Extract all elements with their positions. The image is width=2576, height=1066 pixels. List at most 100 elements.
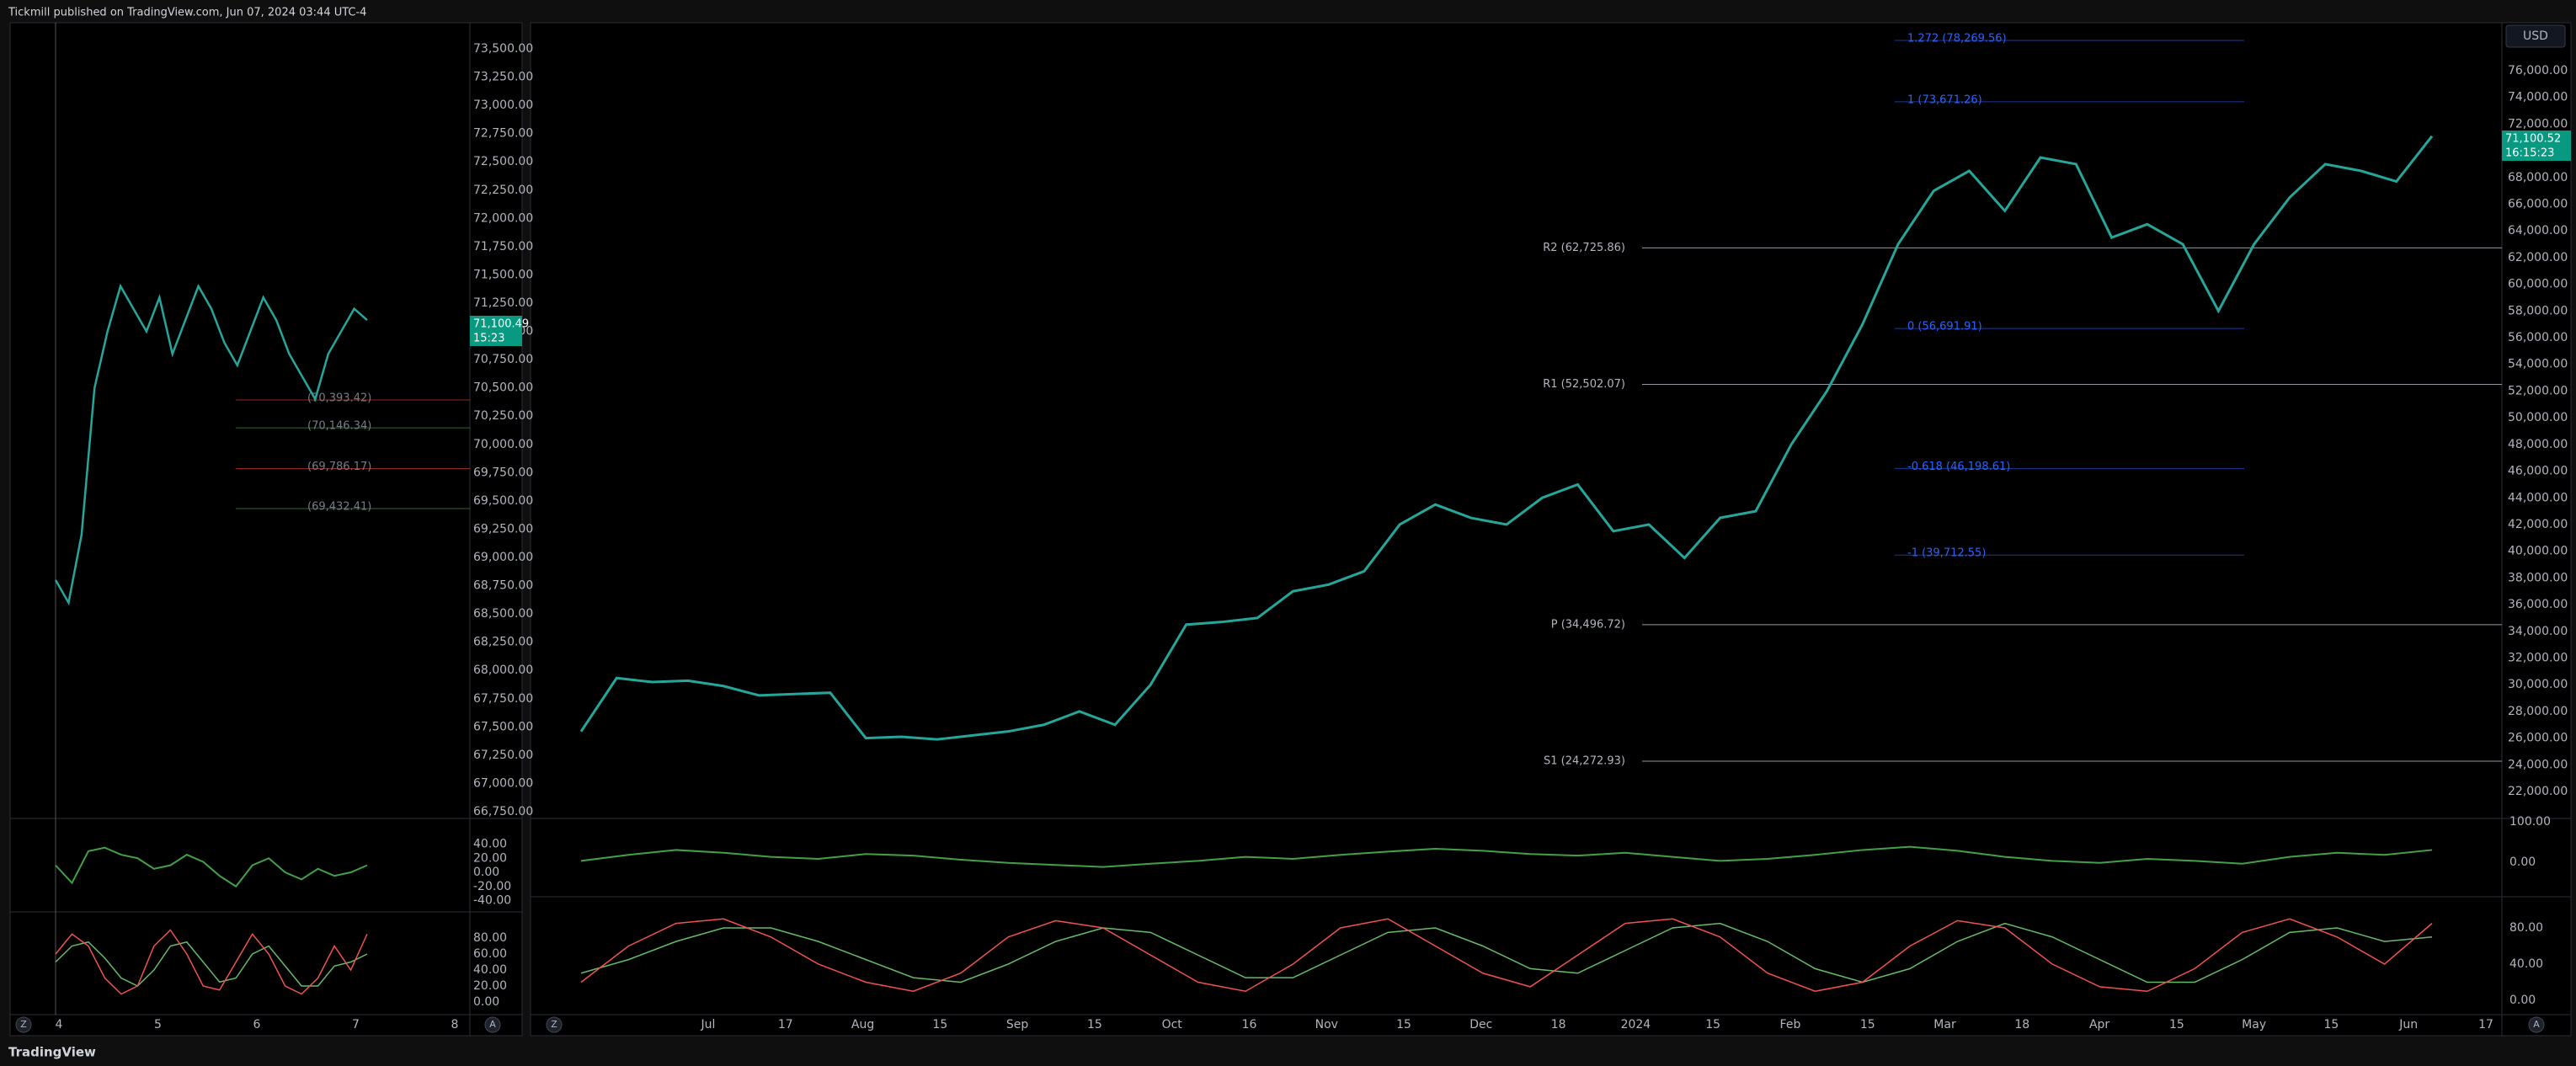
x-tick-label: 15 — [1087, 1018, 1102, 1031]
y-tick-label: 0.00 — [473, 995, 499, 1009]
y-tick-label: 71,250.00 — [473, 296, 533, 310]
y-tick-label: 72,000.00 — [473, 211, 533, 225]
y-tick-label: 66,000.00 — [2508, 198, 2568, 211]
x-tick-label: Apr — [2089, 1018, 2109, 1031]
y-tick-label: 56,000.00 — [2508, 331, 2568, 344]
y-tick-label: 30,000.00 — [2508, 678, 2568, 691]
y-tick-label: 34,000.00 — [2508, 625, 2568, 638]
y-tick-label: 0.00 — [2509, 994, 2536, 1007]
y-tick-label: 58,000.00 — [2508, 304, 2568, 317]
y-tick-label: 40.00 — [473, 963, 507, 977]
x-tick-label: 15 — [1860, 1018, 1875, 1031]
level-label: (69,786.17) — [307, 461, 371, 473]
x-tick-label: Jun — [2398, 1018, 2418, 1031]
stoch-d-line — [580, 922, 2433, 983]
y-tick-label: 38,000.00 — [2508, 571, 2568, 584]
x-tick-label: 15 — [1705, 1018, 1720, 1031]
y-tick-label: -20.00 — [473, 880, 511, 893]
y-tick-label: 36,000.00 — [2508, 598, 2568, 611]
y-tick-label: 22,000.00 — [2508, 785, 2568, 798]
y-tick-label: 20.00 — [473, 851, 507, 865]
y-tick-label: 80.00 — [473, 931, 507, 945]
y-tick-label: 40,000.00 — [2508, 545, 2568, 558]
price-line — [54, 283, 368, 606]
y-tick-label: -40.00 — [473, 894, 511, 908]
y-tick-label: 32,000.00 — [2508, 651, 2568, 664]
y-tick-label: 70,500.00 — [473, 381, 533, 395]
y-tick-label: 71,750.00 — [473, 240, 533, 253]
y-tick-label: 64,000.00 — [2508, 224, 2568, 237]
x-tick-label: Nov — [1315, 1018, 1338, 1031]
pivot-label: P (34,496.72) — [1551, 618, 1625, 631]
y-tick-label: 71,500.00 — [473, 268, 533, 281]
y-tick-label: 72,250.00 — [473, 184, 533, 197]
x-tick-label: 15 — [1396, 1018, 1411, 1031]
x-tick-label: 2024 — [1621, 1018, 1651, 1031]
left-panel — [9, 22, 523, 1037]
y-tick-label: 67,250.00 — [473, 749, 533, 762]
x-tick-label: 4 — [56, 1018, 63, 1031]
y-tick-label: 52,000.00 — [2508, 384, 2568, 397]
scale-button[interactable] — [15, 1016, 32, 1033]
scale-button[interactable] — [2528, 1016, 2545, 1033]
x-tick-label: Dec — [1469, 1018, 1492, 1031]
pivot-label: R1 (52,502.07) — [1543, 378, 1625, 391]
y-tick-label: 76,000.00 — [2508, 64, 2568, 77]
y-tick-label: 68,000.00 — [2508, 171, 2568, 184]
currency-button[interactable] — [2505, 24, 2566, 48]
x-tick-label: May — [2242, 1018, 2266, 1031]
x-tick-label: 15 — [932, 1018, 947, 1031]
pivot-label: R2 (62,725.86) — [1543, 242, 1625, 254]
x-tick-label: 5 — [154, 1018, 162, 1031]
x-tick-label: 18 — [1551, 1018, 1566, 1031]
main-panel — [530, 22, 2572, 1037]
countdown: 15:23 — [473, 333, 504, 345]
y-tick-label: 67,000.00 — [473, 776, 533, 790]
y-tick-label: 60,000.00 — [2508, 278, 2568, 291]
y-tick-label: 0.00 — [2509, 855, 2536, 869]
y-tick-label: 66,750.00 — [473, 805, 533, 818]
y-tick-label: 50,000.00 — [2508, 411, 2568, 424]
oscillator-line — [55, 846, 368, 888]
scale-button-label[interactable]: Z — [20, 1019, 27, 1030]
y-tick-label: 40.00 — [473, 838, 507, 851]
x-tick-label: 15 — [2324, 1018, 2339, 1031]
y-tick-label: 68,000.00 — [473, 664, 533, 677]
y-tick-label: 73,500.00 — [473, 42, 533, 56]
y-tick-label: 60.00 — [473, 947, 507, 961]
y-tick-label: 28,000.00 — [2508, 705, 2568, 718]
y-tick-label: 0.00 — [473, 866, 499, 879]
scale-button-label[interactable]: A — [2533, 1019, 2540, 1030]
scale-button-label[interactable]: A — [489, 1019, 496, 1030]
y-tick-label: 80.00 — [2509, 921, 2543, 935]
oscillator-line — [580, 845, 2433, 868]
y-tick-label: 54,000.00 — [2508, 358, 2568, 371]
price-badge — [2502, 131, 2571, 161]
scale-button-label[interactable]: Z — [551, 1019, 557, 1030]
scale-button[interactable] — [546, 1016, 563, 1033]
y-tick-label: 69,750.00 — [473, 466, 533, 479]
y-tick-label: 70,750.00 — [473, 353, 533, 366]
scale-button[interactable] — [484, 1016, 501, 1033]
x-tick-label: Jul — [701, 1018, 716, 1031]
y-tick-label: 73,250.00 — [473, 71, 533, 84]
header-title: Tickmill published on TradingView.com, J… — [8, 7, 366, 19]
last-price: 71,100.49 — [473, 318, 529, 331]
y-tick-label: 69,000.00 — [473, 551, 533, 564]
x-tick-label: 16 — [1242, 1018, 1257, 1031]
countdown: 16:15:23 — [2505, 147, 2554, 160]
y-tick-label: 74,000.00 — [2508, 91, 2568, 104]
y-tick-label: 24,000.00 — [2508, 758, 2568, 771]
fib-label: 0 (56,691.91) — [1907, 321, 1982, 333]
y-tick-label: 48,000.00 — [2508, 438, 2568, 451]
y-tick-label: 40.00 — [2509, 957, 2543, 971]
x-tick-label: Oct — [1162, 1018, 1183, 1031]
y-tick-label: 69,250.00 — [473, 522, 533, 536]
y-tick-label: 68,500.00 — [473, 607, 533, 621]
currency-label[interactable]: USD — [2523, 29, 2548, 43]
y-tick-label: 72,750.00 — [473, 127, 533, 141]
y-tick-label: 73,000.00 — [473, 99, 533, 112]
fib-label: -1 (39,712.55) — [1907, 547, 1986, 560]
